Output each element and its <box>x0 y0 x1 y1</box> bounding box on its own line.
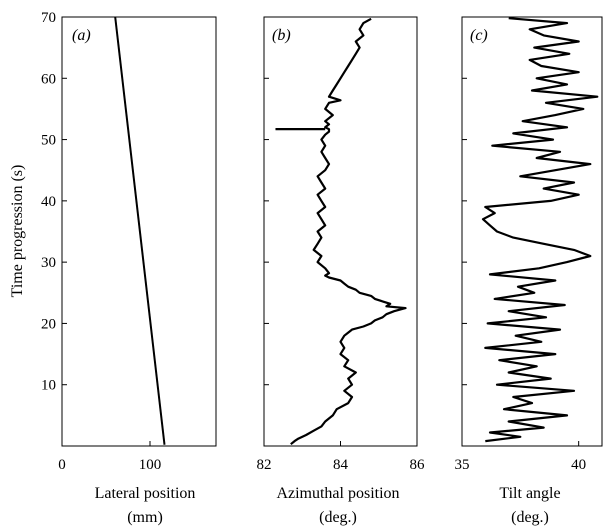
tick-group: 35 40 <box>455 16 586 473</box>
series-line <box>114 16 166 445</box>
x-axis-label-line2: (deg.) <box>511 509 549 526</box>
y-tick-label: 40 <box>41 194 56 210</box>
x-tick-label: 0 <box>58 457 66 473</box>
series-group <box>275 17 407 446</box>
y-tick-label: 60 <box>41 71 56 87</box>
x-tick-label: 100 <box>139 457 162 473</box>
x-tick-label: 82 <box>257 457 272 473</box>
x-tick-label: 35 <box>455 457 470 473</box>
panel-b: 82 84 86 (b) Azimuthal position (deg.) <box>257 16 426 526</box>
panel-label: (b) <box>272 27 291 44</box>
y-tick-label: 70 <box>41 10 56 26</box>
plot-frame <box>263 16 418 447</box>
y-tick-label: 30 <box>41 255 56 271</box>
series-line <box>290 17 407 446</box>
x-tick-label: 84 <box>333 457 349 473</box>
series-group <box>481 17 599 443</box>
plot-frame <box>461 16 603 447</box>
panel-c: 35 40 (c) Tilt angle (deg.) <box>455 16 603 526</box>
x-axis-label-line2: (mm) <box>127 509 163 526</box>
x-axis-label-line2: (deg.) <box>319 509 357 526</box>
y-axis-label: Time progression (s) <box>9 165 26 298</box>
panel-label: (c) <box>470 27 488 44</box>
x-tick-label: 40 <box>571 457 586 473</box>
panel-label: (a) <box>72 27 91 44</box>
x-axis-label-line1: Tilt angle <box>499 485 560 502</box>
x-axis-label-line1: Azimuthal position <box>276 485 399 502</box>
y-tick-label: 20 <box>41 316 56 332</box>
y-tick-label: 10 <box>41 378 56 394</box>
y-tick-label: 50 <box>41 133 56 149</box>
tick-group: 82 84 86 <box>257 16 426 473</box>
series-line <box>481 17 599 443</box>
x-tick-label: 86 <box>410 457 426 473</box>
plot-frame <box>61 16 217 447</box>
x-axis-label-line1: Lateral position <box>95 485 196 502</box>
series-group <box>114 16 166 445</box>
tick-group: 0 100 10 20 30 40 50 60 70 <box>41 10 161 473</box>
